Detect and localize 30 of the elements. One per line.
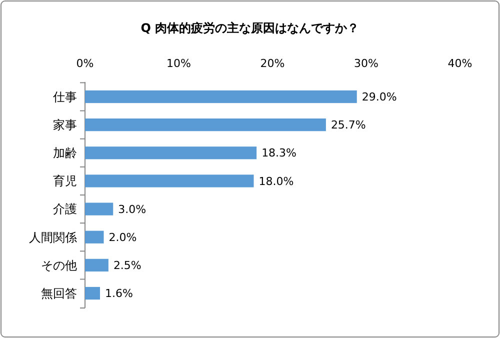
x-tick-label: 10% — [166, 57, 191, 70]
bar — [85, 118, 326, 132]
chart-title: Q 肉体的疲労の主な原因はなんですか？ — [140, 21, 360, 35]
y-tick-label: 無回答 — [41, 286, 77, 300]
bar — [85, 258, 108, 272]
y-tick-label: その他 — [41, 258, 77, 272]
y-tick-label: 家事 — [53, 118, 77, 132]
y-tick-label: 育児 — [53, 174, 77, 188]
x-tick-label: 30% — [354, 57, 378, 70]
data-label: 1.6% — [105, 287, 133, 300]
data-label: 2.5% — [113, 259, 142, 272]
bar — [85, 90, 357, 104]
data-label: 18.0% — [258, 174, 294, 188]
y-tick-label: 介護 — [53, 202, 77, 216]
data-label: 18.3% — [262, 146, 297, 160]
data-label: 3.0% — [118, 202, 146, 216]
y-tick-label: 加齢 — [53, 146, 77, 160]
bar — [85, 146, 257, 160]
x-tick-label: 40% — [448, 57, 472, 70]
data-label: 25.7% — [330, 118, 366, 132]
y-tick-label: 仕事 — [52, 90, 77, 104]
x-tick-label: 20% — [260, 57, 285, 70]
bar — [85, 286, 100, 300]
bar — [85, 230, 104, 244]
x-tick-label: 0% — [76, 57, 94, 70]
bar — [85, 174, 254, 188]
data-label: 2.0% — [108, 230, 137, 244]
y-tick-label: 人間関係 — [29, 230, 77, 244]
bar — [85, 202, 114, 216]
data-label: 29.0% — [362, 90, 397, 104]
